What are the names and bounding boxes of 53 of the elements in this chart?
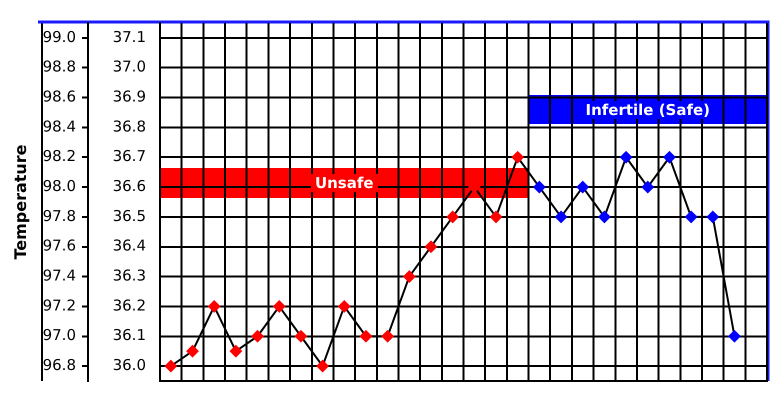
- y-tick-label: 97.0: [42, 326, 76, 344]
- y-tick-label: 97.2: [42, 296, 76, 314]
- y-axis-title: Temperature: [10, 144, 30, 260]
- point: [252, 330, 264, 342]
- point: [663, 151, 676, 164]
- point: [706, 210, 719, 223]
- y2-tick-label: 36.2: [112, 296, 146, 314]
- point: [533, 181, 546, 194]
- point: [273, 300, 286, 312]
- y2-tick-label: 36.7: [112, 147, 146, 166]
- y2-tick-label: 36.9: [112, 87, 146, 106]
- point: [555, 210, 568, 223]
- y2-tick-label: 37.1: [112, 28, 146, 46]
- point: [230, 345, 242, 358]
- y2-tick-label: 36.6: [112, 176, 146, 195]
- y-tick-label: 98.4: [42, 117, 76, 136]
- y2-tick-label: 36.1: [112, 326, 146, 344]
- point: [620, 151, 632, 164]
- annotation: Unsafe: [310, 174, 378, 192]
- y-tick-label: 98.6: [42, 87, 76, 106]
- y-tick-label: 98.8: [42, 58, 76, 76]
- y2-tick-label: 37.0: [112, 58, 146, 76]
- point: [728, 330, 740, 342]
- point: [316, 360, 329, 372]
- point: [576, 181, 589, 194]
- y-tick-label: 97.8: [42, 206, 76, 225]
- annotation: Infertile (Safe): [581, 100, 714, 118]
- y-tick-label: 97.6: [42, 236, 76, 255]
- y-tick-label: 99.0: [42, 28, 76, 46]
- point: [338, 300, 350, 312]
- y-tick-label: 98.2: [42, 147, 76, 166]
- point: [382, 330, 394, 342]
- point: [685, 210, 698, 223]
- y2-tick-label: 36.0: [112, 356, 146, 374]
- y2-tick-label: 36.3: [112, 266, 146, 284]
- point: [598, 210, 610, 223]
- point: [403, 270, 416, 283]
- y-tick-label: 96.8: [42, 356, 76, 374]
- point: [294, 330, 307, 342]
- point: [512, 151, 524, 164]
- point: [164, 360, 177, 372]
- point: [186, 345, 199, 358]
- point: [208, 300, 220, 312]
- y2-tick-label: 36.5: [112, 206, 146, 225]
- y-tick-label: 98.0: [42, 176, 76, 195]
- point: [360, 330, 372, 342]
- y-tick-label: 97.4: [42, 266, 76, 284]
- point: [490, 210, 502, 223]
- point: [424, 240, 437, 253]
- y2-tick-label: 36.8: [112, 117, 146, 136]
- y2-tick-label: 36.4: [112, 236, 146, 255]
- point: [642, 181, 654, 194]
- point: [446, 210, 459, 223]
